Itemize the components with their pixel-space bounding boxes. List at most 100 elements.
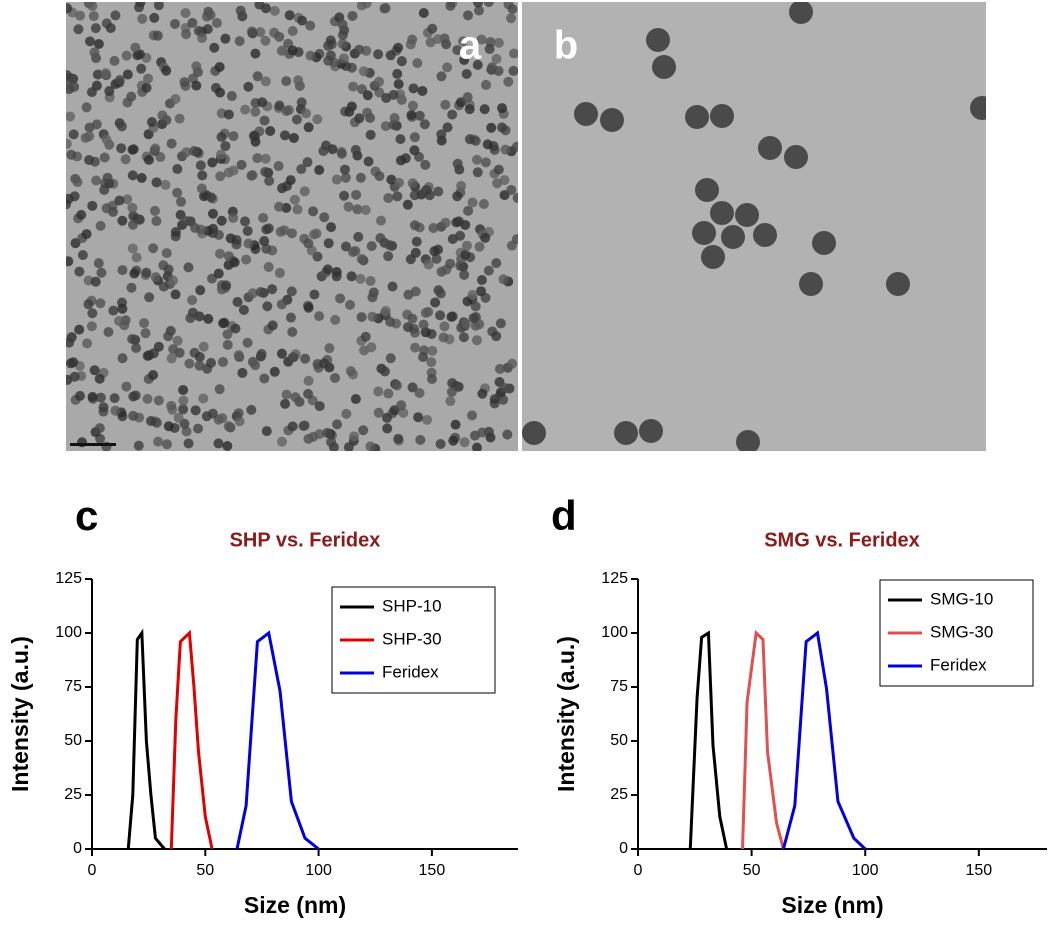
particle [431, 253, 442, 264]
particle [477, 427, 488, 438]
particle [402, 322, 413, 333]
particle [128, 211, 139, 222]
particle [338, 53, 349, 64]
particle [301, 108, 312, 119]
particle [506, 13, 517, 24]
particle [122, 69, 133, 80]
particle [259, 236, 270, 247]
particle [215, 87, 226, 98]
particle [273, 161, 284, 172]
particle [280, 398, 291, 409]
particle [322, 427, 333, 438]
particle [81, 229, 92, 240]
particle [152, 30, 163, 41]
particle [418, 8, 429, 19]
particle [170, 289, 181, 300]
particle [481, 79, 492, 90]
particle [373, 49, 384, 60]
y-tick-label: 125 [601, 570, 628, 587]
particle [116, 121, 127, 132]
particle [119, 320, 130, 331]
particle [373, 407, 384, 418]
particle [468, 313, 479, 324]
particle [383, 251, 394, 262]
particle [127, 333, 138, 344]
particle [341, 408, 352, 419]
particle [87, 2, 98, 11]
chart-title: SMG vs. Feridex [764, 529, 920, 551]
particle [461, 240, 472, 251]
particle [435, 439, 446, 450]
particle [267, 284, 278, 295]
particle [281, 389, 292, 400]
particle [260, 153, 271, 164]
legend-label: Feridex [930, 655, 987, 674]
panel-label: b [554, 24, 578, 68]
particle [93, 38, 104, 49]
particle [456, 180, 467, 191]
y-tick-label: 75 [610, 678, 628, 695]
particle [302, 157, 313, 168]
particle [233, 350, 244, 361]
particle [222, 329, 233, 340]
particle [502, 429, 513, 440]
particle [276, 348, 287, 359]
particle [414, 387, 425, 398]
particle [473, 2, 484, 8]
particle [236, 159, 247, 170]
particle [185, 313, 196, 324]
particle [303, 302, 314, 313]
particle [246, 170, 257, 181]
particle [374, 171, 385, 182]
particle [349, 431, 360, 442]
particle [418, 319, 429, 330]
particle [464, 104, 475, 115]
particle [77, 250, 88, 261]
particle [886, 272, 910, 296]
particle [710, 201, 734, 225]
particle [479, 104, 490, 115]
particle [489, 394, 500, 405]
series-line [169, 629, 214, 850]
particle [142, 393, 153, 404]
particle [205, 357, 216, 368]
particle [101, 134, 112, 145]
y-tick-label: 100 [55, 624, 82, 641]
particle [99, 152, 110, 163]
particle [66, 337, 75, 348]
legend-label: SMG-10 [930, 589, 993, 608]
particle [169, 18, 180, 29]
particle [452, 191, 463, 202]
particle [211, 18, 222, 29]
particle [461, 68, 472, 79]
particle [281, 106, 292, 117]
particle [223, 421, 234, 432]
particle [68, 357, 79, 368]
particle [172, 164, 183, 175]
particle [81, 102, 92, 113]
particle [172, 187, 183, 198]
particle [487, 62, 498, 73]
particle [260, 35, 271, 46]
particle [256, 348, 267, 359]
particle [337, 38, 348, 49]
particle [215, 149, 226, 160]
particle [110, 405, 121, 416]
particle [198, 341, 209, 352]
particle [226, 91, 237, 102]
particle [173, 412, 184, 423]
particle [405, 39, 416, 50]
particle [414, 110, 425, 121]
particle [102, 172, 113, 183]
particle [493, 164, 504, 175]
particle [314, 311, 325, 322]
particle [196, 183, 207, 194]
particle [331, 174, 342, 185]
particle [179, 77, 190, 88]
particle [293, 75, 304, 86]
particle [259, 373, 270, 384]
particle [66, 138, 72, 149]
particle [163, 331, 174, 342]
particle [433, 186, 444, 197]
particle [190, 222, 201, 233]
